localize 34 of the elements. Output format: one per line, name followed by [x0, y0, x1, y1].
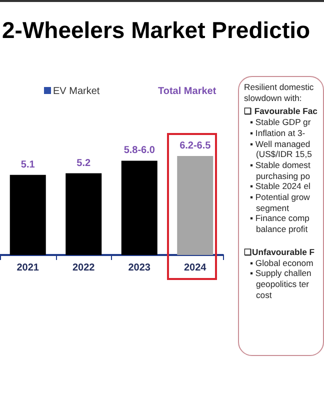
text: segment	[255, 202, 290, 214]
text: (US$/IDR 15,5	[255, 149, 313, 160]
x-tick-label: 2021	[16, 262, 40, 274]
chart-title: 2-Wheelers Market Predictio	[2, 17, 310, 44]
text: geopolitics ter	[255, 278, 310, 290]
text: ❑ Favourable Fac	[244, 106, 318, 118]
text: ▪ Stable 2024 el	[249, 181, 312, 192]
text: ▪ Global econom	[249, 258, 314, 268]
text: Total Market	[158, 86, 216, 97]
x-tick-label: 2023	[128, 262, 151, 274]
x-tick-label: 2024	[184, 262, 207, 274]
text: ▪ Finance comp	[249, 213, 310, 224]
text: ❑Unfavourable F	[244, 246, 316, 258]
text: EV Market	[52, 86, 100, 97]
text: ▪ Stable domest	[249, 160, 312, 171]
text: Resilient domestic	[244, 82, 315, 93]
text: ▪ Inflation at 3-	[249, 128, 306, 139]
bar	[66, 173, 102, 255]
data-label: 6.2-6.5	[180, 140, 212, 152]
bar	[177, 156, 214, 255]
data-label: 5.2	[76, 158, 92, 169]
text: ▪ Stable GDP gr	[249, 117, 312, 128]
text: cost	[255, 290, 273, 300]
bar	[121, 160, 158, 255]
text: balance profit	[255, 224, 309, 235]
text: ▪ Supply challen	[249, 268, 312, 279]
text: purchasing po	[255, 170, 311, 182]
text: ▪ Well managed	[249, 138, 312, 150]
bar	[10, 174, 46, 255]
data-label: 5.8-6.0	[124, 145, 156, 156]
text: ▪ Potential grow	[249, 192, 311, 203]
text: slowdown with:	[244, 92, 303, 104]
x-tick-label: 2022	[72, 262, 96, 274]
data-label: 5.1	[20, 159, 36, 170]
